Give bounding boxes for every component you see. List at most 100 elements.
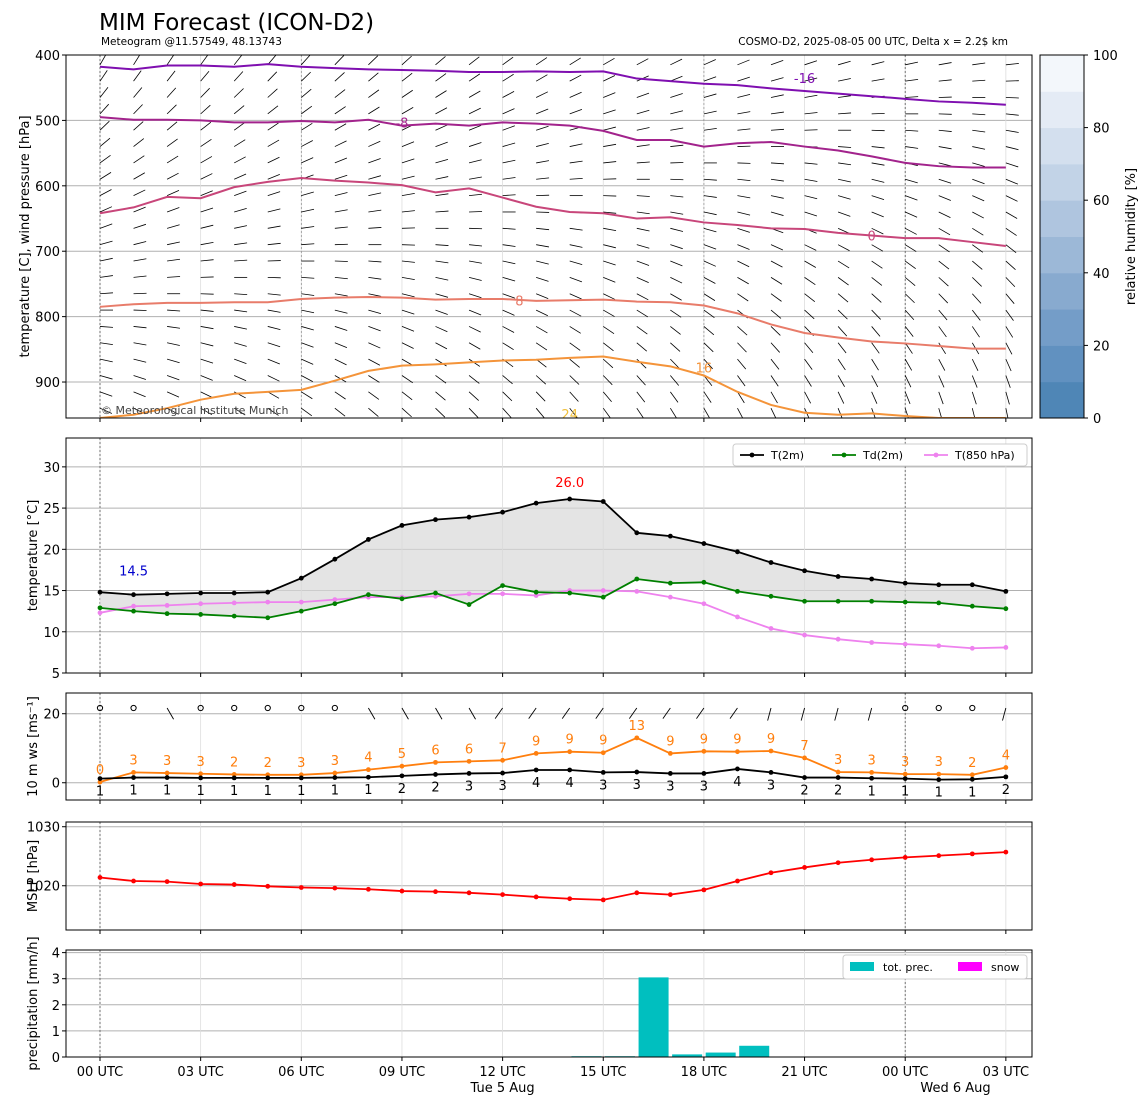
data-point (869, 640, 875, 645)
wind-barb (133, 223, 147, 229)
wind-barb (636, 161, 650, 164)
wind-barb (737, 342, 747, 353)
wind-barb (670, 227, 684, 232)
wind-barb (1005, 227, 1017, 236)
ytick-label: 1030 (27, 821, 60, 836)
wind-barb (133, 189, 146, 196)
gust-label: 3 (163, 754, 171, 769)
data-point (936, 600, 942, 606)
wind-barb (938, 62, 952, 66)
chart-subtitle-right: COSMO-D2, 2025-08-05 00 UTC, Delta x = 2… (738, 36, 1008, 48)
wind-barb (502, 326, 515, 333)
data-point (835, 636, 841, 642)
mean-wind-label: 1 (129, 784, 137, 799)
wind-barb (334, 174, 348, 180)
wind-barb (636, 358, 647, 369)
data-point (332, 556, 338, 562)
data-point (433, 889, 438, 895)
data-point (500, 770, 505, 776)
min-temp-label: 14.5 (119, 565, 148, 580)
wind-barb (1005, 244, 1017, 253)
ytick-label: 20 (43, 708, 60, 723)
wind-barb (905, 195, 918, 201)
wind-barb (636, 375, 646, 386)
chart-subtitle-left: Meteogram @11.57549, 48.13743 (101, 36, 282, 48)
data-point (231, 775, 237, 781)
legend: T(2m) Td(2m) T(850 hPa) (732, 443, 1028, 467)
colorbar-segment (1040, 345, 1084, 383)
wind-barb (636, 293, 649, 301)
wind-barb (133, 155, 145, 164)
wind-barb (804, 293, 816, 303)
wind-barb (636, 277, 649, 284)
data-point (802, 865, 807, 870)
wind-barb (99, 137, 111, 147)
isotherm-label: -8 (395, 116, 408, 131)
data-point (1003, 588, 1009, 594)
gust-label: 7 (498, 741, 506, 756)
wind-barb (334, 123, 347, 131)
ylabel: temperature [C], wind pressure [hPa] (18, 115, 33, 357)
gust-label: 9 (566, 733, 574, 748)
wind-barb (770, 111, 784, 115)
wind-barb (837, 211, 851, 217)
colorbar-tick-label: 20 (1093, 339, 1110, 354)
wind-barb (167, 276, 181, 278)
plot-area: -16 -8 0 8 16 24 (99, 55, 1019, 418)
wind-barb (502, 375, 513, 385)
wind-barb (133, 391, 146, 398)
wind-barb (569, 143, 583, 147)
ytick-label: 10 (43, 626, 60, 641)
wind-barb (636, 127, 650, 131)
wind-barb (770, 128, 784, 131)
data-point (969, 851, 975, 857)
wind-barb (837, 244, 850, 252)
gust-label: 6 (465, 742, 473, 757)
data-point (1003, 849, 1009, 855)
mean-wind-label: 2 (431, 780, 439, 795)
wind-barb (99, 292, 113, 295)
wind-barb (401, 72, 413, 82)
legend-marker (749, 452, 755, 458)
xtick-label: 00 UTC (882, 1065, 928, 1080)
wind-barb (838, 146, 852, 148)
series-line (99, 736, 1007, 783)
wind-barb (200, 391, 213, 398)
wind-barb (334, 89, 346, 98)
wind-barb (972, 293, 982, 304)
wind-barb (938, 146, 952, 150)
wind-barb (334, 407, 346, 417)
wind-barb (837, 309, 848, 320)
wind-barb (703, 128, 717, 131)
wind-barb (200, 375, 213, 381)
wind-barb (670, 58, 683, 66)
legend-label: tot. prec. (883, 961, 933, 974)
wind-barb (368, 276, 382, 280)
wind-barb (670, 293, 682, 301)
wind-barb (737, 211, 751, 216)
data-point (164, 611, 170, 617)
wind-barb (837, 358, 846, 371)
series-line (99, 578, 1006, 619)
data-point (667, 594, 673, 600)
ytick-label: 2 (52, 999, 60, 1014)
wind-barb (871, 146, 885, 149)
wind-barb (234, 309, 248, 313)
mean-wind-label: 1 (968, 785, 976, 800)
data-point (600, 769, 606, 775)
wind-barb (435, 309, 448, 315)
wind-barb (502, 342, 514, 351)
data-point (231, 590, 237, 596)
data-point (164, 591, 170, 597)
wind-barb (770, 342, 780, 353)
wind-barb (200, 138, 212, 147)
data-point (466, 771, 472, 776)
wind-barb (804, 309, 815, 320)
wind-barb (267, 391, 280, 399)
legend-swatch (850, 962, 874, 971)
data-point (936, 771, 942, 777)
ytick-label: 30 (43, 461, 60, 476)
wind-barb (1005, 162, 1019, 168)
calm-wind-marker (197, 704, 204, 712)
